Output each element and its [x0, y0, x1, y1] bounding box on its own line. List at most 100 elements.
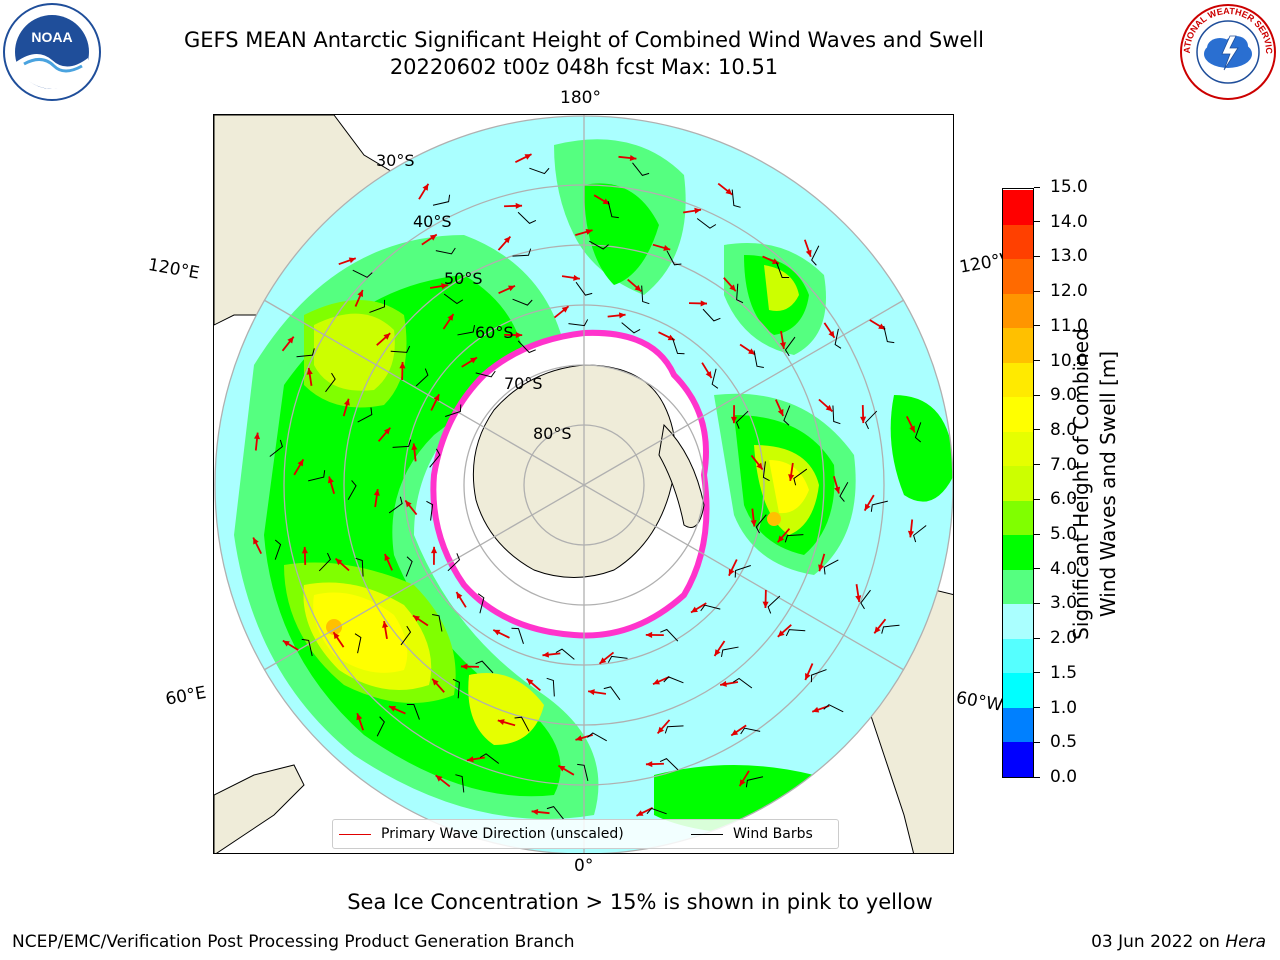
colorbar-tick-label: 7.0 — [1034, 455, 1077, 475]
wave-arrow — [418, 183, 430, 200]
nws-logo: NATIONAL WEATHER SERVICE — [1178, 2, 1276, 100]
wave-arrow — [301, 546, 308, 565]
wind-barb — [776, 262, 790, 279]
wind-barb — [700, 604, 721, 612]
wave-arrow — [460, 663, 480, 670]
wave-arrow — [492, 629, 510, 639]
wave-arrow — [306, 367, 313, 386]
colorbar-tick-label: 12.0 — [1034, 281, 1088, 301]
wind-barb — [913, 525, 927, 543]
colorbar-segment — [1003, 741, 1033, 777]
colorbar-segment — [1003, 293, 1033, 329]
wave-arrow — [738, 770, 750, 787]
wave-arrow — [334, 557, 350, 572]
wind-barb — [514, 716, 530, 732]
wind-barb — [357, 407, 373, 423]
footer-date: 03 Jun 2022 on Hera — [1091, 932, 1266, 952]
wind-barb — [745, 776, 764, 788]
lat-label-40s: 40°S — [413, 212, 452, 231]
wind-barb — [392, 439, 412, 448]
wind-barb — [352, 269, 373, 278]
wave-arrow — [435, 774, 451, 788]
footer-date-text: 03 Jun 2022 on — [1091, 932, 1220, 952]
colorbar — [1002, 188, 1034, 778]
wave-arrow — [777, 624, 792, 638]
wave-arrow — [376, 332, 391, 346]
colorbar-segment — [1003, 534, 1033, 570]
wave-arrow — [388, 705, 406, 715]
wave-arrow — [281, 336, 295, 352]
wind-barb — [400, 625, 412, 646]
wave-arrow — [855, 584, 862, 603]
wave-arrow — [907, 519, 914, 538]
wind-barb — [479, 753, 500, 764]
graticule — [214, 115, 953, 853]
wind-barb — [369, 299, 386, 313]
wind-barb — [274, 539, 282, 560]
wave-arrow — [713, 640, 726, 657]
wave-direction-arrows — [252, 153, 916, 817]
wave-arrow — [373, 489, 380, 508]
wave-arrow — [652, 243, 671, 251]
footer-host: Hera — [1225, 932, 1266, 952]
wave-arrow — [498, 285, 516, 294]
wind-barb — [664, 725, 684, 734]
colorbar-segment — [1003, 465, 1033, 501]
wave-arrow — [823, 322, 836, 339]
wave-arrow — [356, 712, 365, 731]
wind-barb — [621, 322, 641, 334]
antarctic-continent — [472, 364, 676, 578]
legend-entry-wind-barbs: Wind Barbs — [691, 826, 813, 842]
wave-arrow — [252, 537, 263, 555]
colorbar-segment — [1003, 672, 1033, 708]
wave-arrow — [598, 651, 615, 665]
wave-arrow — [461, 356, 478, 368]
wind-barb — [811, 245, 820, 266]
wind-barb — [512, 248, 532, 257]
wave-arrow — [777, 528, 791, 543]
colorbar-tick-label: 15.0 — [1034, 177, 1088, 197]
wave-arrow — [430, 546, 438, 565]
wave-arrow — [411, 443, 418, 462]
wind-barb — [832, 405, 841, 425]
wind-barb — [783, 405, 791, 426]
wave-arrow — [720, 680, 739, 687]
wind-barb — [696, 218, 717, 229]
wind-barb — [646, 807, 667, 815]
wind-barb — [447, 553, 461, 572]
wave-arrow — [327, 476, 336, 494]
wind-barb — [870, 500, 888, 512]
wind-barbs — [269, 162, 927, 820]
wave-arrow — [688, 300, 708, 307]
wind-barb — [607, 655, 628, 663]
colorbar-label-line1: Significant Height of Combined — [1069, 328, 1093, 640]
wave-arrow — [588, 689, 607, 696]
map-panel[interactable]: Primary Wave Direction (unscaled) Wind B… — [213, 114, 954, 854]
wind-barb — [767, 595, 781, 614]
wind-barb — [426, 500, 434, 521]
wind-barb — [415, 368, 429, 387]
colorbar-label-line2: Wind Waves and Swell [m] — [1096, 350, 1120, 618]
wind-barb — [753, 350, 764, 369]
legend-label-barbs: Wind Barbs — [733, 826, 813, 842]
wave-arrow — [788, 462, 795, 481]
polar-map[interactable] — [214, 115, 954, 854]
wave-arrow — [430, 393, 440, 411]
wave-arrow — [750, 508, 757, 527]
wind-barb — [881, 624, 900, 634]
wave-arrow — [429, 283, 448, 290]
colorbar-tick-label: 4.0 — [1034, 559, 1077, 579]
wind-barb — [914, 422, 922, 443]
wave-arrow — [728, 559, 738, 577]
colorbar-tick-label: 11.0 — [1034, 316, 1088, 336]
colorbar-segment — [1003, 327, 1033, 363]
wind-barb — [762, 461, 770, 482]
wave-arrow — [526, 678, 541, 692]
colorbar-tick-label: 9.0 — [1034, 385, 1077, 405]
colorbar-segment — [1003, 431, 1033, 467]
wave-arrow — [542, 651, 561, 658]
lon-label-120e: 120°E — [146, 255, 201, 284]
wave-arrow — [762, 589, 769, 609]
lat-label-70s: 70°S — [504, 374, 543, 393]
wind-barb — [555, 648, 575, 660]
